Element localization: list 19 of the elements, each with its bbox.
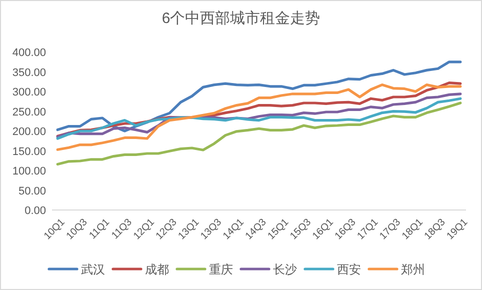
legend-label: 成都 xyxy=(145,262,169,276)
y-tick-label: 250.00 xyxy=(12,106,46,118)
y-tick-label: 400.00 xyxy=(12,47,46,59)
y-tick-label: 350.00 xyxy=(12,66,46,79)
line-series xyxy=(56,60,462,132)
legend-label: 郑州 xyxy=(401,262,425,276)
line-series xyxy=(56,84,462,151)
y-tick-label: 50.00 xyxy=(18,185,46,198)
legend-label: 武汉 xyxy=(81,262,105,276)
legend-label: 长沙 xyxy=(273,262,297,276)
legend-label: 重庆 xyxy=(209,262,233,276)
y-tick-label: 200.00 xyxy=(12,126,46,138)
line-series xyxy=(56,102,462,166)
legend-label: 西安 xyxy=(337,262,361,276)
y-tick-label: 300.00 xyxy=(12,86,46,98)
y-tick-label: 0.00 xyxy=(24,205,46,217)
y-tick-label: 100.00 xyxy=(12,166,46,178)
chart-title: 6个中西部城市租金走势 xyxy=(162,10,320,27)
y-tick-label: 150.00 xyxy=(12,146,46,158)
